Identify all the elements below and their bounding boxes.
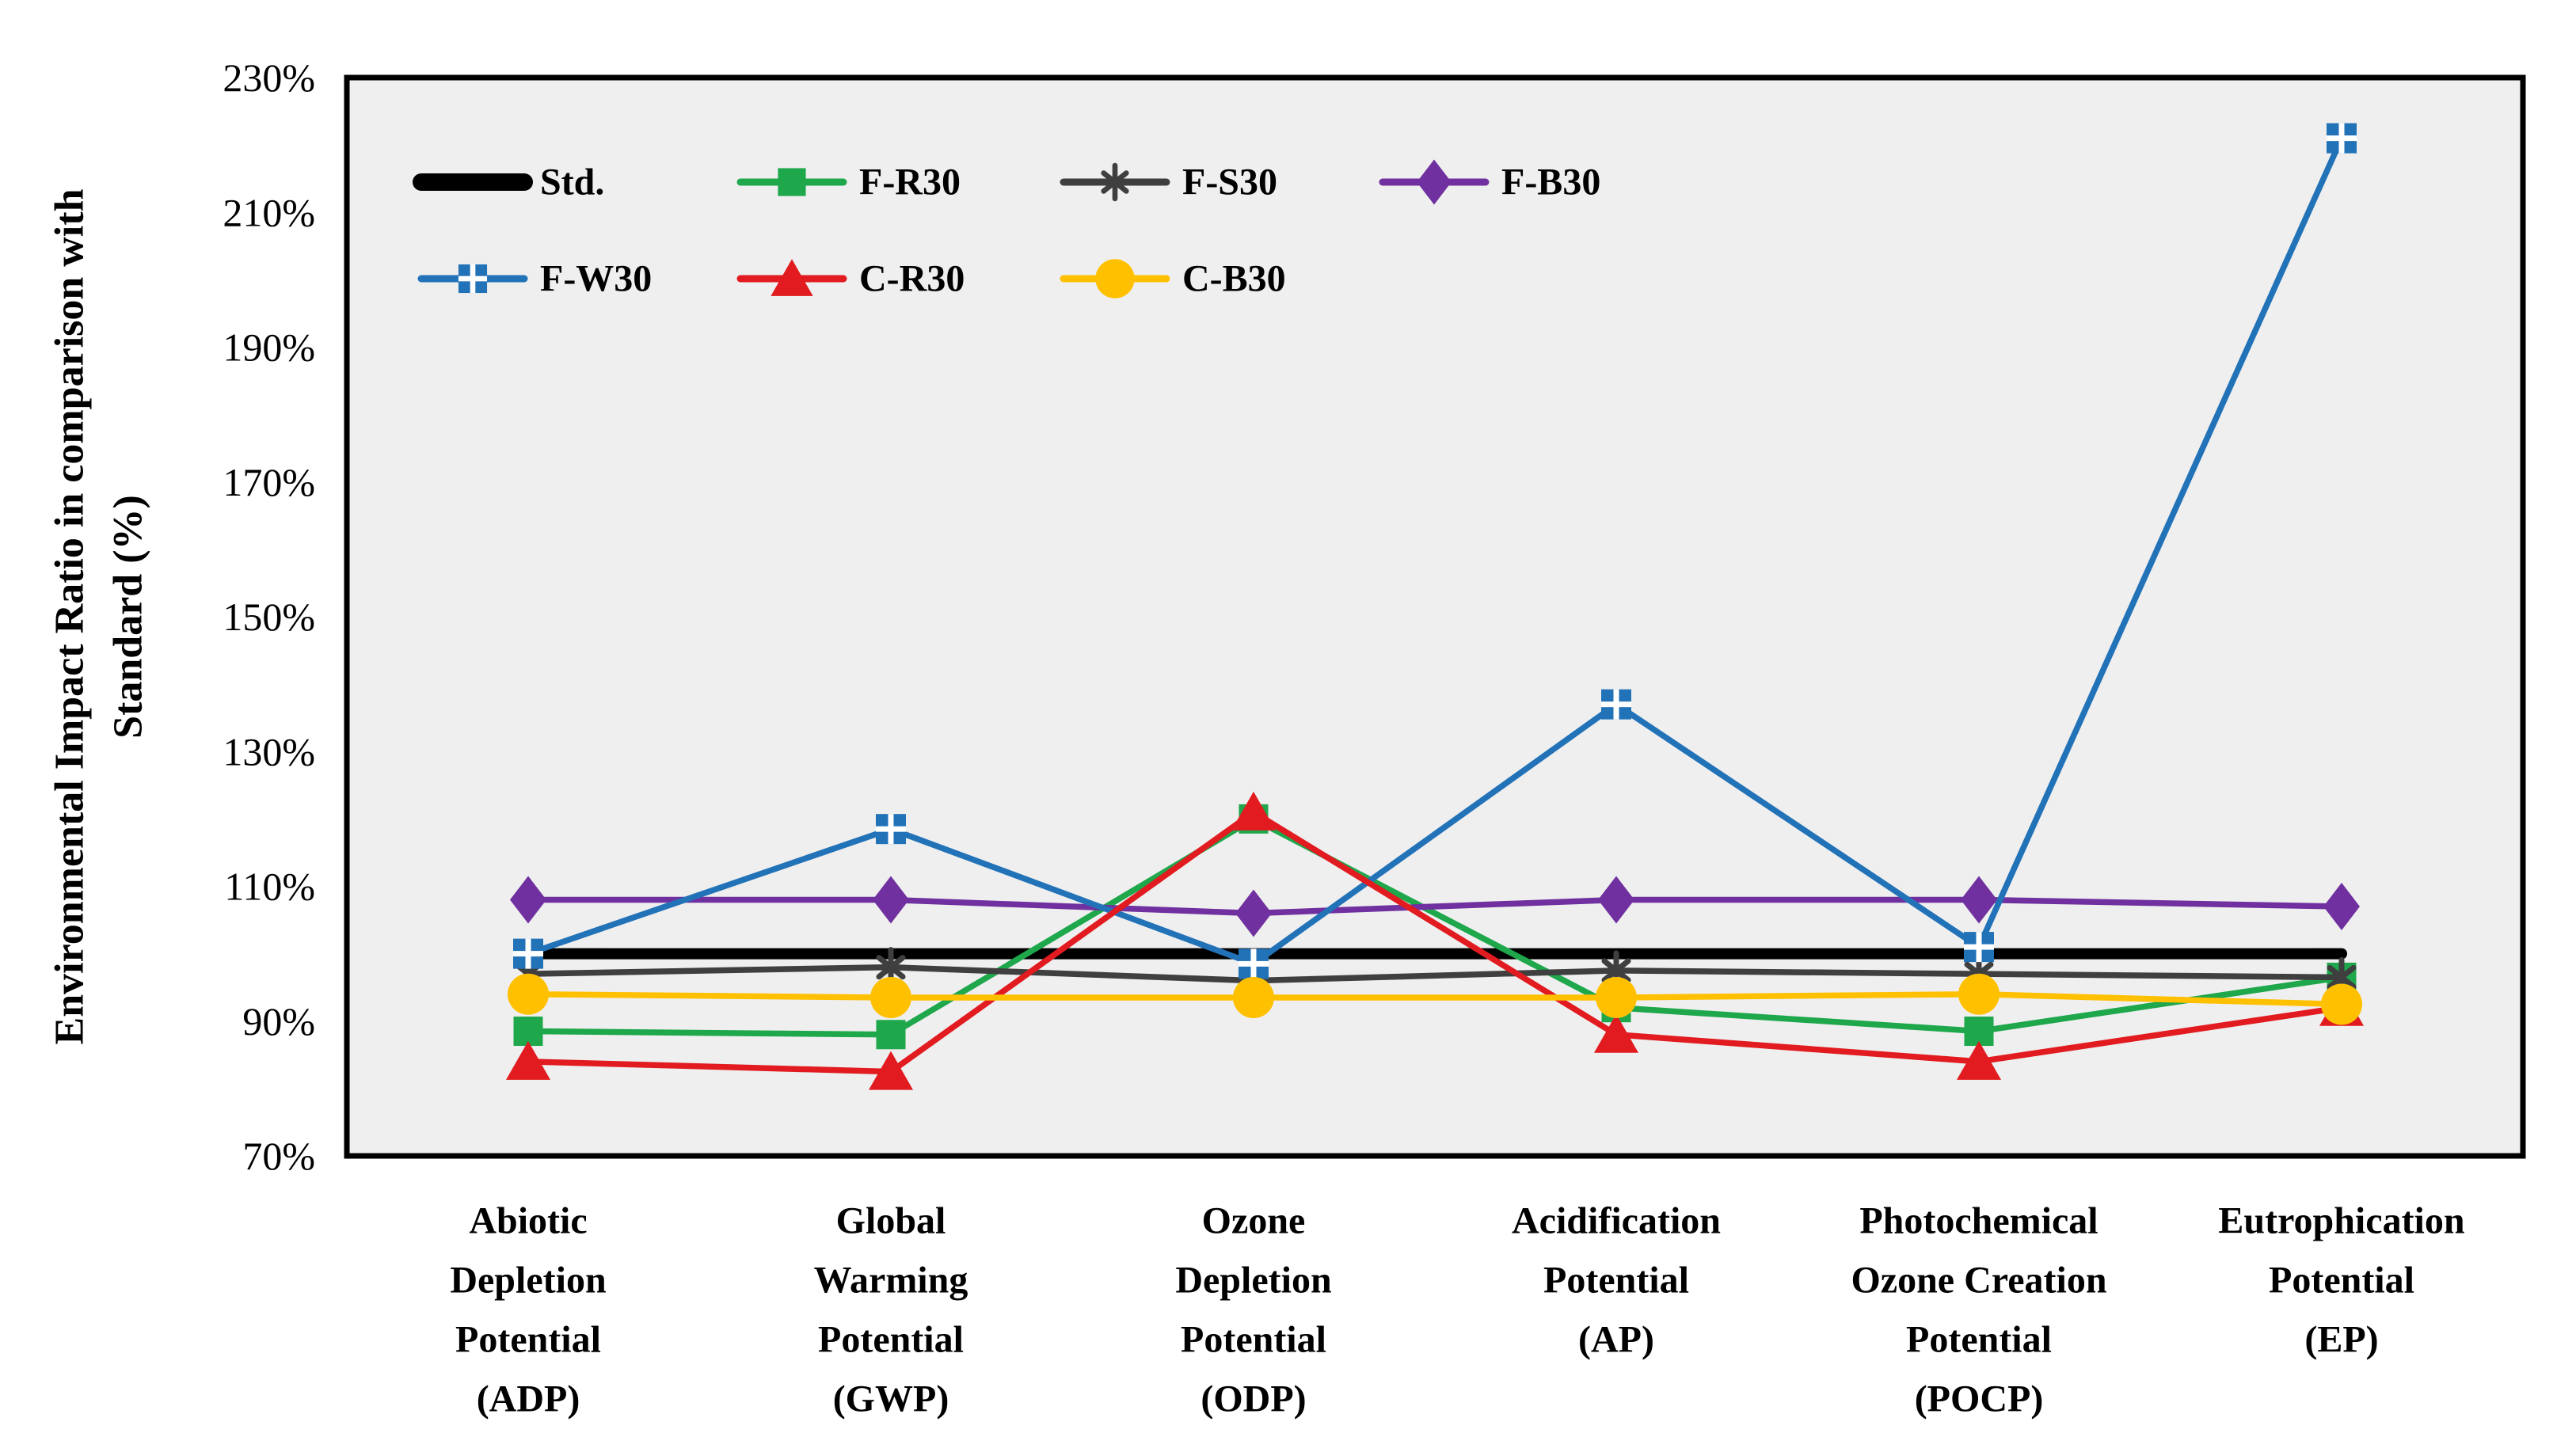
marker-C-B30-GWP xyxy=(870,976,911,1018)
category-label-AP: (AP) xyxy=(1578,1319,1654,1361)
legend-item-F-B30: F-B30 xyxy=(1379,159,1600,205)
category-label-POCP: Potential xyxy=(1906,1319,2052,1361)
y-axis-title-line: Environmental Impact Ratio in comparison… xyxy=(48,188,93,1044)
marker-F-W30-AP xyxy=(1601,689,1631,720)
legend-label-F-S30: F-S30 xyxy=(1182,162,1277,203)
y-tick-label: 230% xyxy=(223,55,315,100)
legend-label-C-B30: C-B30 xyxy=(1182,258,1286,300)
marker-F-B30-AP xyxy=(1598,876,1634,924)
y-tick-label: 210% xyxy=(223,190,315,234)
category-label-GWP: (GWP) xyxy=(833,1378,949,1420)
category-label-EP: Potential xyxy=(2269,1260,2414,1302)
legend-marker-F-W30 xyxy=(458,264,488,294)
series-line-F-R30 xyxy=(525,815,2345,1038)
category-label-EP: Eutrophication xyxy=(2218,1200,2464,1242)
marker-C-R30-GWP xyxy=(869,1051,913,1090)
category-label-POCP: Ozone Creation xyxy=(1851,1260,2106,1302)
legend-label-F-B30: F-B30 xyxy=(1501,162,1600,203)
y-tick-label: 90% xyxy=(242,999,315,1043)
marker-C-B30-ADP xyxy=(508,973,549,1015)
series-F-B30 xyxy=(510,876,2360,937)
legend-label-C-R30: C-R30 xyxy=(859,258,965,300)
series-F-W30 xyxy=(513,123,2357,979)
category-label-POCP: Photochemical xyxy=(1859,1200,2098,1242)
marker-C-B30-ODP xyxy=(1233,976,1274,1018)
category-label-GWP: Potential xyxy=(818,1319,964,1361)
legend-marker-C-B30 xyxy=(1095,259,1135,298)
category-label-ADP: Potential xyxy=(455,1319,601,1361)
y-tick-label: 170% xyxy=(223,460,315,504)
legend-item-C-B30: C-B30 xyxy=(1060,258,1286,300)
y-tick-label: 110% xyxy=(224,865,315,909)
category-label-ODP: Ozone xyxy=(1202,1200,1306,1242)
marker-C-R30-AP xyxy=(1594,1013,1638,1053)
series-line-C-R30 xyxy=(525,809,2345,1075)
marker-F-B30-ODP xyxy=(1235,889,1272,937)
marker-F-B30-EP xyxy=(2323,883,2360,931)
series-line-F-B30 xyxy=(525,896,2345,917)
category-label-EP: (EP) xyxy=(2304,1319,2378,1361)
legend-item-F-S30: F-S30 xyxy=(1060,162,1277,203)
category-label-ADP: Abiotic xyxy=(469,1200,587,1242)
marker-F-W30-EP xyxy=(2327,123,2357,154)
y-axis-title-line: Standard (%) xyxy=(106,495,151,739)
marker-C-R30-ADP xyxy=(506,1040,550,1080)
marker-F-B30-POCP xyxy=(1961,876,1997,924)
y-tick-label: 190% xyxy=(223,325,315,370)
legend-marker-F-S30 xyxy=(1101,162,1129,202)
marker-F-W30-GWP xyxy=(876,814,906,845)
category-label-GWP: Warming xyxy=(814,1260,968,1302)
category-label-POCP: (POCP) xyxy=(1915,1378,2044,1420)
marker-F-W30-POCP xyxy=(1964,932,1994,963)
legend-item-Std.: Std. xyxy=(413,162,604,203)
y-axis-tick-labels: 230% 210% 190% 170% 150% 130% 110% 90% 70% xyxy=(223,55,315,1178)
legend-item-F-W30: F-W30 xyxy=(417,258,652,300)
marker-F-B30-ADP xyxy=(510,876,546,924)
category-label-ADP: (ADP) xyxy=(477,1378,580,1420)
marker-C-R30-ODP xyxy=(1231,791,1276,831)
series-line-F-W30 xyxy=(525,135,2345,967)
marker-C-B30-AP xyxy=(1596,976,1637,1018)
legend-item-F-R30: F-R30 xyxy=(736,162,961,203)
y-tick-label: 70% xyxy=(242,1134,315,1178)
y-axis-title: Environmental Impact Ratio in comparison… xyxy=(48,188,151,1044)
marker-C-B30-POCP xyxy=(1958,973,2000,1015)
legend-marker-F-B30 xyxy=(1417,159,1452,205)
x-axis-category-labels: Abiotic Depletion Potential (ADP) Global Warm… xyxy=(450,1200,2464,1420)
marker-F-W30-ODP xyxy=(1239,948,1269,979)
category-label-ADP: Depletion xyxy=(450,1260,606,1302)
marker-C-B30-EP xyxy=(2321,983,2362,1025)
legend: Std. F-R30 F-S30 F-B30 F-W30 C-R30 C-B30 xyxy=(413,159,1600,300)
marker-F-R30-GWP xyxy=(876,1020,906,1050)
category-label-ODP: Potential xyxy=(1181,1319,1326,1361)
category-label-ODP: (ODP) xyxy=(1200,1378,1306,1420)
marker-F-B30-GWP xyxy=(873,876,909,924)
legend-label-Std.: Std. xyxy=(540,162,604,203)
category-label-GWP: Global xyxy=(836,1200,946,1242)
series-C-B30 xyxy=(508,973,2362,1025)
series-line-F-S30 xyxy=(525,964,2345,984)
legend-label-F-W30: F-W30 xyxy=(540,258,652,300)
marker-F-W30-ADP xyxy=(513,938,543,969)
marker-C-R30-POCP xyxy=(1957,1040,2001,1080)
category-label-AP: Potential xyxy=(1543,1260,1689,1302)
legend-marker-F-R30 xyxy=(778,168,806,196)
legend-marker-C-R30 xyxy=(771,259,813,296)
category-label-AP: Acidification xyxy=(1512,1200,1721,1242)
legend-label-F-R30: F-R30 xyxy=(859,162,961,203)
y-tick-label: 150% xyxy=(223,595,315,639)
category-label-ODP: Depletion xyxy=(1175,1260,1331,1302)
legend-item-C-R30: C-R30 xyxy=(736,258,965,300)
series-line-C-B30 xyxy=(525,990,2345,1008)
y-tick-label: 130% xyxy=(223,729,315,774)
